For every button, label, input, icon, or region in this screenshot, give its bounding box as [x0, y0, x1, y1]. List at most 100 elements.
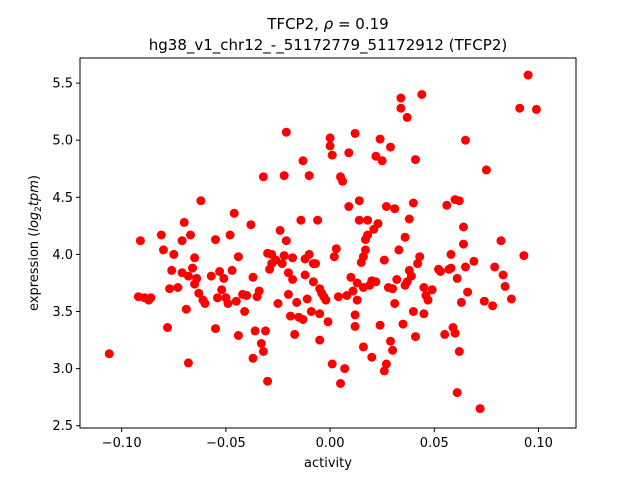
- data-point: [523, 70, 533, 80]
- data-point: [217, 285, 227, 295]
- data-point: [340, 364, 350, 374]
- data-point: [213, 293, 222, 303]
- data-point: [283, 268, 293, 278]
- data-point: [361, 245, 370, 255]
- x-axis: −0.10 −0.05 0.00 0.05 0.10: [102, 428, 553, 451]
- data-point: [177, 236, 187, 246]
- data-point: [135, 236, 145, 246]
- data-point: [408, 307, 418, 316]
- data-points: [104, 70, 541, 414]
- data-point: [315, 309, 325, 319]
- data-point: [246, 220, 256, 230]
- data-point: [211, 324, 220, 334]
- data-point: [450, 328, 460, 338]
- data-point: [338, 176, 348, 186]
- data-point: [419, 283, 429, 292]
- data-point: [363, 215, 373, 225]
- data-point: [196, 196, 206, 206]
- data-point: [344, 202, 354, 211]
- data-point: [531, 104, 541, 114]
- data-point: [400, 232, 410, 242]
- data-point: [194, 288, 204, 298]
- data-point: [248, 353, 258, 363]
- data-point: [463, 287, 473, 297]
- data-point: [415, 252, 425, 262]
- data-point: [304, 171, 314, 181]
- y-axis: 2.5 3.0 3.5 4.0 4.5 5.0 5.5: [52, 77, 80, 434]
- data-point: [165, 284, 175, 294]
- y-tick-label: 3.5: [52, 305, 73, 320]
- data-point: [158, 245, 168, 255]
- plot-frame: [79, 57, 577, 429]
- data-point: [258, 172, 268, 182]
- data-point: [342, 291, 352, 300]
- y-tick-label: 5.0: [52, 134, 73, 149]
- data-point: [288, 275, 298, 284]
- data-point: [146, 293, 156, 303]
- data-point: [440, 329, 450, 339]
- data-point: [417, 90, 427, 99]
- data-point: [331, 244, 341, 254]
- data-point: [283, 289, 293, 299]
- data-point: [281, 236, 291, 246]
- data-point: [367, 352, 377, 362]
- data-point: [173, 283, 183, 292]
- x-tick-label: −0.05: [206, 436, 246, 451]
- data-point: [411, 332, 420, 342]
- data-point: [233, 252, 243, 262]
- x-tick-label: −0.10: [102, 436, 142, 451]
- data-point: [394, 245, 404, 255]
- data-point: [179, 217, 189, 227]
- data-point: [350, 310, 360, 320]
- chart-title: TFCP2, ρ = 0.19: [266, 15, 388, 33]
- chart-subtitle: hg38_v1_chr12_-_51172779_51172912 (TFCP2…: [149, 36, 507, 55]
- data-point: [456, 297, 466, 307]
- data-point: [446, 263, 456, 273]
- data-point: [442, 200, 452, 210]
- data-point: [488, 301, 498, 311]
- data-point: [290, 329, 300, 339]
- data-point: [281, 127, 291, 137]
- data-point: [261, 326, 270, 336]
- data-point: [169, 249, 179, 259]
- data-point: [327, 150, 337, 160]
- data-point: [469, 256, 479, 266]
- data-point: [375, 134, 385, 144]
- x-tick-label: 0.05: [420, 436, 449, 451]
- data-point: [496, 236, 506, 246]
- data-point: [475, 404, 485, 414]
- data-point: [296, 215, 306, 225]
- y-tick-label: 3.0: [52, 362, 73, 377]
- data-point: [411, 155, 420, 165]
- data-point: [436, 267, 445, 276]
- data-point: [163, 323, 172, 332]
- data-point: [386, 142, 395, 152]
- data-point: [519, 251, 529, 261]
- data-point: [190, 253, 200, 263]
- data-point: [200, 299, 210, 308]
- data-point: [323, 317, 333, 327]
- data-point: [225, 230, 235, 240]
- data-point: [308, 277, 318, 287]
- data-point: [275, 225, 285, 235]
- data-point: [500, 281, 510, 291]
- data-point: [254, 286, 264, 296]
- data-point: [377, 156, 387, 166]
- data-point: [446, 249, 456, 259]
- y-tick-label: 5.5: [52, 77, 73, 92]
- data-point: [183, 271, 193, 281]
- data-point: [461, 262, 470, 272]
- data-point: [273, 299, 283, 308]
- data-point: [231, 296, 241, 306]
- data-point: [454, 196, 464, 206]
- y-tick-label: 4.5: [52, 191, 73, 206]
- data-point: [354, 215, 364, 225]
- data-point: [181, 304, 191, 314]
- data-point: [371, 277, 381, 287]
- data-point: [206, 271, 216, 281]
- data-point: [336, 379, 345, 388]
- data-point: [292, 297, 302, 307]
- data-point: [419, 309, 429, 319]
- data-point: [333, 292, 343, 302]
- data-point: [286, 311, 295, 321]
